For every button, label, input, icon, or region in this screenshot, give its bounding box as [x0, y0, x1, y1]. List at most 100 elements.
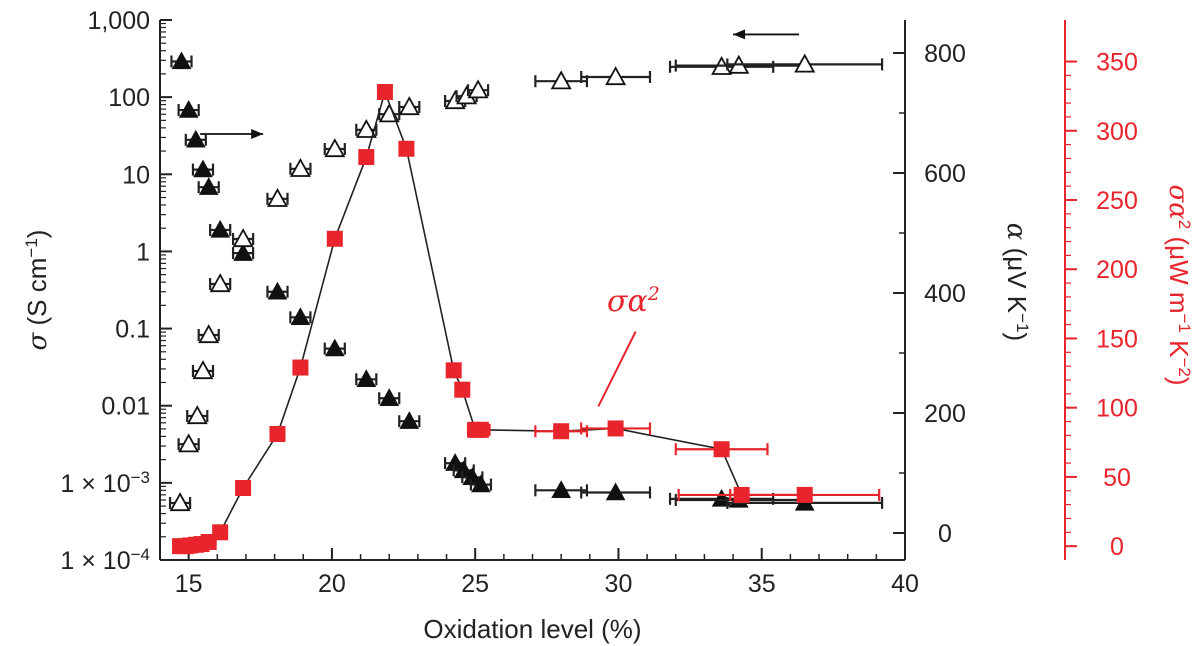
conductivity-point: [399, 411, 420, 429]
power-factor-point: [713, 441, 730, 458]
y-right-power-tick-label-50: 50: [1103, 464, 1131, 492]
y-right-power-tick-label-200: 200: [1096, 256, 1138, 284]
seebeck-point: [198, 324, 220, 344]
x-tick-label-35: 35: [748, 570, 776, 598]
y-left-tick-label-0: 1,000: [87, 7, 150, 35]
y-axis-right-alpha-label-close: ): [1002, 333, 1032, 342]
seebeck-point: [550, 70, 572, 90]
series-triangle-open: [168, 53, 884, 512]
y-right-alpha-tick-label-800: 800: [924, 40, 966, 68]
x-tick-label-40: 40: [891, 570, 919, 598]
y-left-tick-label-base: 10: [122, 161, 150, 189]
plot-frame: [159, 20, 1066, 561]
series-triangle-filled: [170, 51, 884, 511]
data-series: [168, 51, 884, 555]
y-right-alpha-tick-label-0: 0: [938, 520, 952, 548]
power-factor-point: [553, 423, 570, 440]
y-left-tick-label-sup: −4: [131, 545, 150, 564]
tick-marks: [159, 19, 1077, 561]
y-right-alpha-tick-label-400: 400: [924, 280, 966, 308]
arrow-head: [251, 129, 264, 139]
power-factor-point: [472, 421, 489, 438]
y-right-alpha-tick-label-600: 600: [924, 160, 966, 188]
y-axis-right-power-label-symbol: σα: [1163, 184, 1193, 220]
y-axis-left-label-close: ): [22, 230, 52, 239]
y-axis-right-alpha-label-unit: (μV K: [1002, 240, 1032, 313]
y-right-power-tick-label-150: 150: [1096, 325, 1138, 353]
x-tick-label-30: 30: [605, 570, 633, 598]
power-factor-point: [358, 149, 375, 166]
seebeck-point: [398, 96, 420, 116]
seebeck-point: [266, 187, 289, 207]
power-factor-annotation-sup: 2: [647, 283, 660, 305]
conductivity-point: [605, 482, 626, 501]
y-left-tick-label-base: 1: [136, 238, 150, 266]
y-axis-right-power-label-close: ): [1164, 377, 1194, 386]
y-left-tick-label-base: 0.01: [101, 393, 150, 421]
y-left-tick-label-6: 1 × 10−3: [60, 467, 150, 498]
conductivity-point: [193, 159, 213, 178]
conductivity-point: [185, 129, 206, 148]
seebeck-point: [467, 79, 489, 99]
power-factor-line: [180, 89, 805, 547]
power-factor-point: [326, 230, 343, 247]
conductivity-point: [198, 177, 219, 195]
power-factor-point: [292, 359, 309, 376]
x-tick-label-25: 25: [461, 570, 489, 598]
y-left-tick-label-1: 100: [108, 84, 150, 112]
y-left-tick-label-7: 1 × 10−4: [60, 545, 150, 576]
y-right-power-tick-label-250: 250: [1096, 187, 1138, 215]
seebeck-point: [209, 273, 231, 293]
y-axis-right-alpha-label: α (μV K−1): [1001, 223, 1033, 341]
y-right-power-tick-label-100: 100: [1096, 395, 1138, 423]
y-axis-right-power-label-sup3: −2: [1176, 357, 1195, 376]
y-left-tick-label-base: 100: [108, 84, 150, 112]
power-factor-annotation: σα2: [607, 283, 660, 319]
power-factor-annotation-pointer: [597, 331, 637, 407]
conductivity-point: [178, 100, 199, 118]
y-left-tick-label-base: 0.1: [115, 316, 150, 344]
y-axis-right-power-label-mid: K: [1164, 333, 1194, 358]
conductivity-point: [210, 219, 231, 238]
seebeck-point: [232, 228, 254, 248]
seebeck-point: [192, 360, 214, 380]
x-tick-label-20: 20: [318, 570, 346, 598]
power-factor-annotation-symbol: σα: [607, 284, 648, 319]
y-left-tick-label-sup: −3: [131, 467, 150, 486]
x-axis-label: Oxidation level (%): [423, 614, 641, 644]
power-factor-point: [454, 381, 471, 398]
power-factor-point: [376, 84, 393, 100]
y-left-tick-label-4: 0.1: [115, 316, 150, 344]
arrow-head: [733, 29, 746, 40]
y-left-tick-label-2: 10: [122, 161, 150, 189]
y-axis-right-alpha-label-sup: −1: [1014, 313, 1033, 332]
x-tick-label-15: 15: [175, 570, 203, 598]
power-factor-point: [398, 140, 415, 157]
y-axis-right-power-label: σα2 (μW m−1 K−2): [1163, 184, 1195, 385]
conductivity-point: [290, 307, 311, 325]
y-axis-right-alpha-label-symbol: α: [1001, 223, 1031, 241]
seebeck-point: [794, 53, 816, 73]
y-left-tick-label-base: 1 × 10: [60, 470, 130, 498]
y-left-tick-label-3: 1: [136, 238, 150, 266]
seebeck-point: [324, 138, 346, 158]
seebeck-point: [289, 157, 311, 177]
y-right-power-tick-label-350: 350: [1096, 49, 1138, 77]
y-axis-right-power-label-unit: (μW m: [1164, 229, 1194, 313]
conductivity-point: [551, 480, 572, 499]
seebeck-point: [178, 433, 200, 453]
y-left-tick-label-base: 1,000: [87, 7, 150, 35]
seebeck-point: [186, 405, 208, 425]
y-left-tick-label-5: 0.01: [101, 393, 150, 421]
annotations: σα2: [200, 29, 799, 407]
conductivity-point: [356, 369, 377, 387]
power-factor-point: [212, 524, 229, 541]
y-axis-right-power-label-sup1: 2: [1176, 220, 1195, 229]
y-right-power-tick-label-0: 0: [1110, 533, 1124, 561]
y-axis-left-label-sup: −1: [22, 238, 41, 257]
conductivity-point: [267, 281, 288, 300]
y-axis-left-label-symbol: σ: [23, 331, 53, 350]
conductivity-point: [233, 243, 253, 261]
